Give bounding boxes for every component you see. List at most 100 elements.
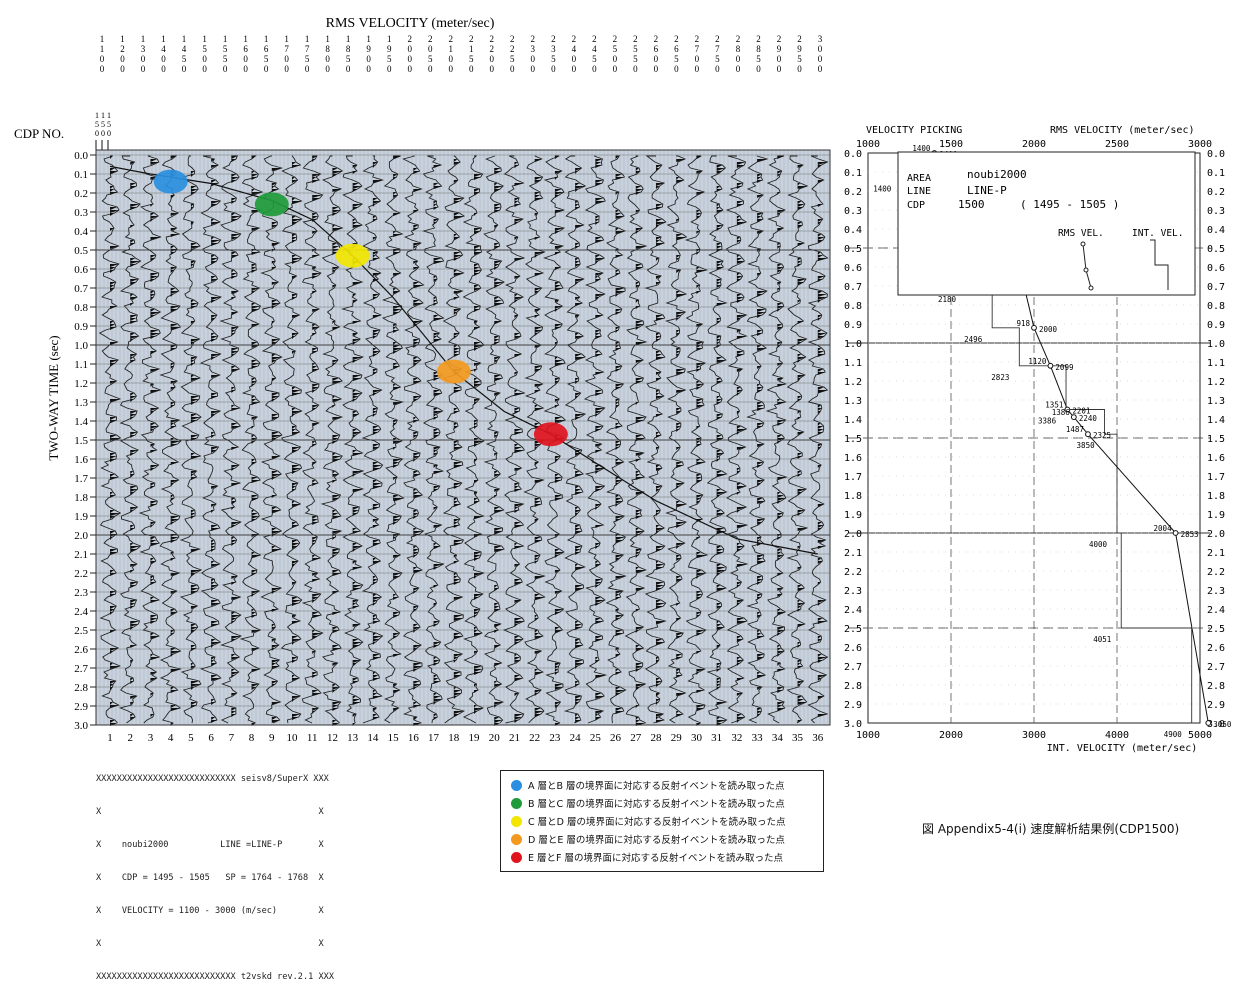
rms-top-tick-label: 2500 <box>1105 139 1129 150</box>
velocity-time-label-left: 1.2 <box>844 377 862 388</box>
time-tick-label: 1.1 <box>74 359 88 371</box>
top-velocity-tick-digit: 8 <box>736 44 741 54</box>
velocity-time-label-left: 2.5 <box>844 624 862 635</box>
top-velocity-tick-digit: 0 <box>756 64 761 74</box>
inset-cdp-range: ( 1495 - 1505 ) <box>1020 198 1119 211</box>
velocity-time-label-left: 0.6 <box>844 263 862 274</box>
legend-text: E 層とF 層の境界面に対応する反射イベントを読み取った点 <box>528 853 784 864</box>
velocity-time-label-left: 1.8 <box>844 491 862 502</box>
top-velocity-tick-digit: 5 <box>633 44 638 54</box>
trace-number-label: 9 <box>269 732 275 744</box>
top-velocity-tick-digit: 1 <box>387 34 392 44</box>
velocity-time-label-right: 0.5 <box>1207 244 1225 255</box>
trace-number-label: 22 <box>529 732 540 744</box>
velocity-time-label-right: 2.7 <box>1207 662 1225 673</box>
top-velocity-tick-digit: 0 <box>284 54 289 64</box>
processing-info-box: XXXXXXXXXXXXXXXXXXXXXXXXXXX seisv8/Super… <box>96 752 366 994</box>
int-velocity-value-label: 2496 <box>964 335 983 344</box>
top-velocity-tick-digit: 0 <box>633 64 638 74</box>
pick-time-label: 2004 <box>1154 524 1173 533</box>
top-velocity-tick-digit: 0 <box>407 44 412 54</box>
seismic-trace <box>199 155 223 724</box>
time-tick-label: 1.7 <box>74 473 88 485</box>
int-velocity-value-label: 3386 <box>1038 417 1057 426</box>
trace-number-label: 13 <box>347 732 359 744</box>
seismic-trace-fill <box>190 171 202 708</box>
top-velocity-tick-digit: 0 <box>736 54 741 64</box>
trace-number-label: 15 <box>388 732 400 744</box>
seismic-trace-fill <box>413 168 424 726</box>
rms-velocity-value-label: 2853 <box>1181 530 1199 539</box>
top-velocity-tick-digit: 2 <box>695 34 700 44</box>
top-velocity-tick-digit: 9 <box>777 44 782 54</box>
seismic-trace-fill <box>474 174 484 714</box>
rms-velocity-value-label: 2240 <box>1079 414 1098 423</box>
top-velocity-tick-digit: 5 <box>592 54 597 64</box>
top-velocity-tick-digit: 0 <box>202 64 207 74</box>
info-line: X CDP = 1495 - 1505 SP = 1764 - 1768 X <box>96 873 324 883</box>
seismic-trace-fill <box>635 168 646 726</box>
seismic-background <box>96 150 830 725</box>
velocity-time-label-right: 2.6 <box>1207 643 1225 654</box>
trace-number-label: 8 <box>249 732 255 744</box>
int-velocity-value-label: 4051 <box>1093 635 1111 644</box>
legend-dot-icon <box>511 779 522 791</box>
seismic-trace-fill <box>575 168 586 723</box>
top-velocity-tick-digit: 8 <box>346 44 351 54</box>
top-velocity-tick-digit: 9 <box>387 44 392 54</box>
reflection-marker-d <box>436 359 471 384</box>
top-velocity-tick-digit: 2 <box>736 34 741 44</box>
top-velocity-tick-digit: 1 <box>161 34 166 44</box>
velocity-time-label-right: 1.2 <box>1207 377 1225 388</box>
top-velocity-tick-digit: 0 <box>223 64 228 74</box>
velocity-time-label-left: 0.0 <box>844 149 862 160</box>
top-velocity-tick-digit: 0 <box>490 54 495 64</box>
top-velocity-tick-digit: 0 <box>695 64 700 74</box>
top-velocity-tick-digit: 2 <box>613 34 618 44</box>
rms-velocity-value-label: 2099 <box>1055 363 1073 372</box>
top-velocity-tick-digit: 0 <box>366 64 371 74</box>
velocity-time-label-left: 2.2 <box>844 567 862 578</box>
velocity-time-label-left: 0.9 <box>844 320 862 331</box>
bottom-trace-ticks: 1 2 3 4 5 6 7 8 9 10 11 12 13 14 15 16 17 18 19 20 21 22 23 24 2… <box>107 732 824 744</box>
trace-number-label: 28 <box>651 732 663 744</box>
time-tick-label: 1.6 <box>74 454 88 466</box>
velocity-time-label-left: 2.8 <box>844 681 862 692</box>
velocity-time-label-left: 0.3 <box>844 206 862 217</box>
trace-number-label: 16 <box>408 732 420 744</box>
top-velocity-tick-digit: 6 <box>264 44 269 54</box>
int-velocity-value-label: 2180 <box>938 295 957 304</box>
top-velocity-tick: 1400 <box>161 34 166 74</box>
velocity-time-label-left: 1.5 <box>844 434 862 445</box>
velocity-time-label-left: 1.9 <box>844 510 862 521</box>
legend-dot-icon <box>511 833 522 845</box>
trace-number-label: 34 <box>772 732 784 744</box>
time-tick-label: 1.3 <box>74 397 88 409</box>
velocity-time-label-right: 1.1 <box>1207 358 1225 369</box>
top-velocity-tick-digit: 9 <box>366 44 371 54</box>
seismic-trace-fill <box>595 159 606 720</box>
top-velocity-tick-digit: 2 <box>551 34 556 44</box>
top-velocity-tick-digit: 0 <box>243 64 248 74</box>
rms-top-tick-label: 1000 <box>856 139 880 150</box>
time-tick-label: 1.5 <box>74 435 88 447</box>
velocity-time-label-left: 2.3 <box>844 586 862 597</box>
top-velocity-tick-digit: 2 <box>510 44 515 54</box>
top-velocity-tick-digit: 0 <box>264 64 269 74</box>
legend-text: D 層とE 層の境界面に対応する反射イベントを読み取った点 <box>528 835 785 846</box>
top-velocity-tick-digit: 2 <box>490 44 495 54</box>
rms-top-tick-label: 2000 <box>1022 139 1046 150</box>
seismic-trace-fill <box>211 159 221 723</box>
top-velocity-tick-digit: 0 <box>572 64 577 74</box>
velocity-time-label-left: 0.8 <box>844 301 862 312</box>
seismic-trace-fill <box>514 162 525 723</box>
top-velocity-tick-digit: 5 <box>202 44 207 54</box>
